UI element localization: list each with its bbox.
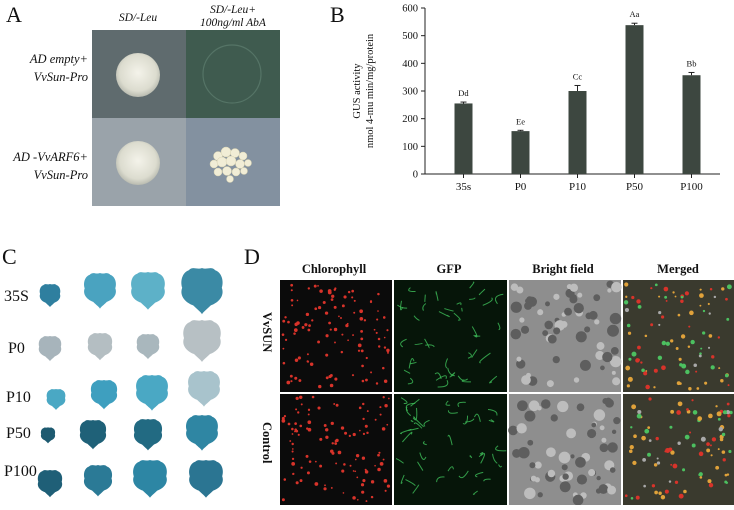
colony-arf6-aba-cluster [209,146,252,183]
panel-a-yeast-grid [92,30,280,206]
leaf-row-35s [39,268,223,315]
panel-d-letter: D [244,244,260,269]
x-tick-label-P50: P50 [626,181,644,193]
panel-c-row-label-35s: 35S [4,288,29,305]
bar-letter-label-P50: Aa [630,9,640,19]
leaf-row-p0 [38,320,221,362]
panel-d-col-header-gfp: GFP [436,262,462,276]
panel-c-letter: C [2,244,17,269]
bar-P0 [511,131,530,174]
panel-d-row-label-control: Control [260,422,274,464]
panel-a-col-header-2-line2: 100ng/ml AbA [200,17,266,29]
panel-d-col-header-chlorophyll: Chlorophyll [301,262,367,276]
panel-c-row-label-p50: P50 [6,425,31,442]
img-vvsun-gfp [394,280,507,392]
panel-a-col-header-1: SD/-Leu [118,12,158,24]
panel-b-letter: B [330,2,345,27]
panel-a-row-label-1-line1: AD empty+ [29,52,88,66]
panel-c-row-label-p0: P0 [8,340,25,357]
panel-c-row-label-p100: P100 [4,463,37,480]
x-tick-label-P100: P100 [680,181,703,193]
panel-a-row-label-2-line1: AD -VvARF6+ [13,150,88,164]
panel-d-microscopy-grid [280,280,734,505]
colony-empty-sd [116,53,160,97]
y-axis-label-line2: nmol 4-mu min/mg/protein [365,33,376,148]
panel-b-bar-chart: 0 100 200 300 400 500 600 GUS activity nmol 4-mu… [352,4,720,193]
y-axis-label-line1: GUS activity [352,63,363,119]
y-tick-label-5: 500 [402,31,418,42]
img-control-chlorophyll [280,394,392,505]
panel-a-letter: A [6,2,22,27]
y-tick-label-4: 400 [402,59,418,70]
plate-aba-empty [186,30,280,118]
y-tick-label-2: 200 [402,114,418,125]
y-tick-label-3: 300 [402,87,418,98]
bar-letter-label-P10: Cc [573,71,583,81]
leaf-row-p50 [40,415,218,451]
y-tick-label-1: 100 [402,142,418,153]
panel-d-col-header-bright-field: Bright field [532,262,594,276]
colony-empty-aba-ghost [202,44,262,104]
panel-a-row-label-2-line2: VvSun-Pro [33,168,88,182]
img-vvsun-chlorophyll [280,280,392,392]
y-tick-label-6: 600 [402,4,418,15]
img-control-gfp [394,394,507,505]
bar-letter-label-P100: Bb [687,58,697,68]
panel-c-row-label-p10: P10 [6,389,31,406]
leaf-row-p100 [37,460,223,498]
leaf-row-p10 [46,371,220,411]
panel-a-row-label-1: AD empty+ VvSun-Pro [0,50,88,86]
x-tick-label-P0: P0 [515,181,527,193]
panel-a-row-label-1-line2: VvSun-Pro [33,70,88,84]
colony-arf6-sd [116,141,160,185]
panel-a-row-label-2: AD -VvARF6+ VvSun-Pro [0,148,88,184]
bar-letter-label-35s: Dd [458,88,469,98]
panel-a-col-header-2: SD/-Leu+ 100ng/ml AbA [186,4,280,30]
bar-P100 [682,75,701,174]
bar-P50 [625,25,644,174]
bar-letter-label-P0: Ee [516,116,525,126]
x-tick-label-P10: P10 [569,181,587,193]
panel-c-leaf-images [37,268,223,498]
y-tick-label-0: 0 [413,170,418,181]
bar-35s [454,103,473,174]
panel-d-col-header-merged: Merged [657,262,699,276]
img-vvsun-merged [623,280,734,392]
panel-a-col-header-2-line1: SD/-Leu+ [209,4,257,16]
bar-P10 [568,91,587,174]
panel-d-row-label-vvsun: VvSUN [260,312,274,353]
x-tick-label-35s: 35s [456,181,471,193]
